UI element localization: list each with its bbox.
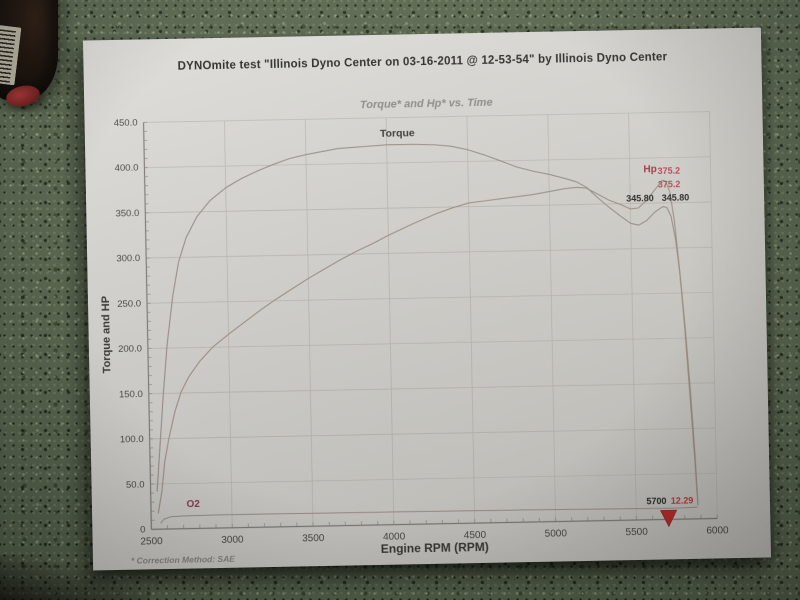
x-tick-labels: 2500 3000 3500 4000 4500 5000 5500 6000 — [140, 525, 729, 547]
svg-text:2500: 2500 — [140, 536, 163, 547]
rpm-marker-triangle — [660, 509, 678, 528]
y-axis-line — [142, 122, 152, 530]
dyno-printout-paper: DYNOmite test "Illinois Dyno Center on 0… — [82, 27, 772, 571]
chart-title: Torque* and Hp* vs. Time — [360, 97, 493, 112]
svg-text:Hp: Hp — [643, 164, 657, 175]
svg-text:4000: 4000 — [383, 531, 406, 542]
svg-text:3000: 3000 — [221, 535, 244, 546]
svg-text:350.0: 350.0 — [115, 208, 139, 219]
chart-grid — [143, 111, 718, 530]
series-o2 — [160, 506, 698, 524]
svg-text:345.80: 345.80 — [626, 193, 654, 204]
svg-text:5000: 5000 — [545, 528, 568, 539]
series-torque — [156, 143, 699, 504]
svg-text:5500: 5500 — [625, 527, 648, 538]
svg-text:300.0: 300.0 — [116, 253, 140, 264]
svg-text:50.0: 50.0 — [126, 479, 145, 490]
y-axis-title: Torque and HP — [100, 296, 113, 374]
svg-text:100.0: 100.0 — [120, 434, 144, 445]
svg-text:Torque: Torque — [380, 127, 415, 140]
bottle-object — [0, 0, 70, 116]
svg-text:6000: 6000 — [706, 525, 729, 536]
svg-text:0: 0 — [140, 524, 146, 535]
svg-text:450.0: 450.0 — [114, 118, 138, 129]
svg-text:200.0: 200.0 — [118, 344, 142, 355]
svg-text:345.80: 345.80 — [662, 193, 690, 204]
svg-text:150.0: 150.0 — [119, 389, 143, 400]
report-title: DYNOmite test "Illinois Dyno Center on 0… — [177, 51, 668, 73]
chart-annotations: Torque Hp 375.2 375.2 345.80 345.80 O2 5700 12.2… — [186, 127, 694, 510]
svg-text:375.2: 375.2 — [657, 166, 680, 176]
svg-text:4500: 4500 — [464, 530, 487, 541]
correction-method-note: * Correction Method: SAE — [130, 553, 235, 566]
svg-text:12.29: 12.29 — [671, 496, 694, 506]
series-hp — [157, 179, 699, 514]
axis-minor-ticks — [143, 121, 718, 530]
x-axis-title: Engine RPM (RPM) — [381, 540, 489, 556]
svg-text:375.2: 375.2 — [658, 179, 681, 189]
svg-text:O2: O2 — [186, 499, 200, 510]
x-axis-line — [151, 517, 718, 530]
svg-text:400.0: 400.0 — [115, 163, 139, 174]
svg-text:3500: 3500 — [302, 533, 325, 544]
svg-text:250.0: 250.0 — [117, 298, 141, 309]
dyno-chart: 2500 3000 3500 4000 4500 5000 5500 6000 0 50.0 100… — [100, 97, 729, 556]
y-tick-labels: 0 50.0 100.0 150.0 200.0 250.0 300.0 350.0 400.0… — [114, 118, 146, 536]
svg-text:5700: 5700 — [646, 496, 666, 506]
